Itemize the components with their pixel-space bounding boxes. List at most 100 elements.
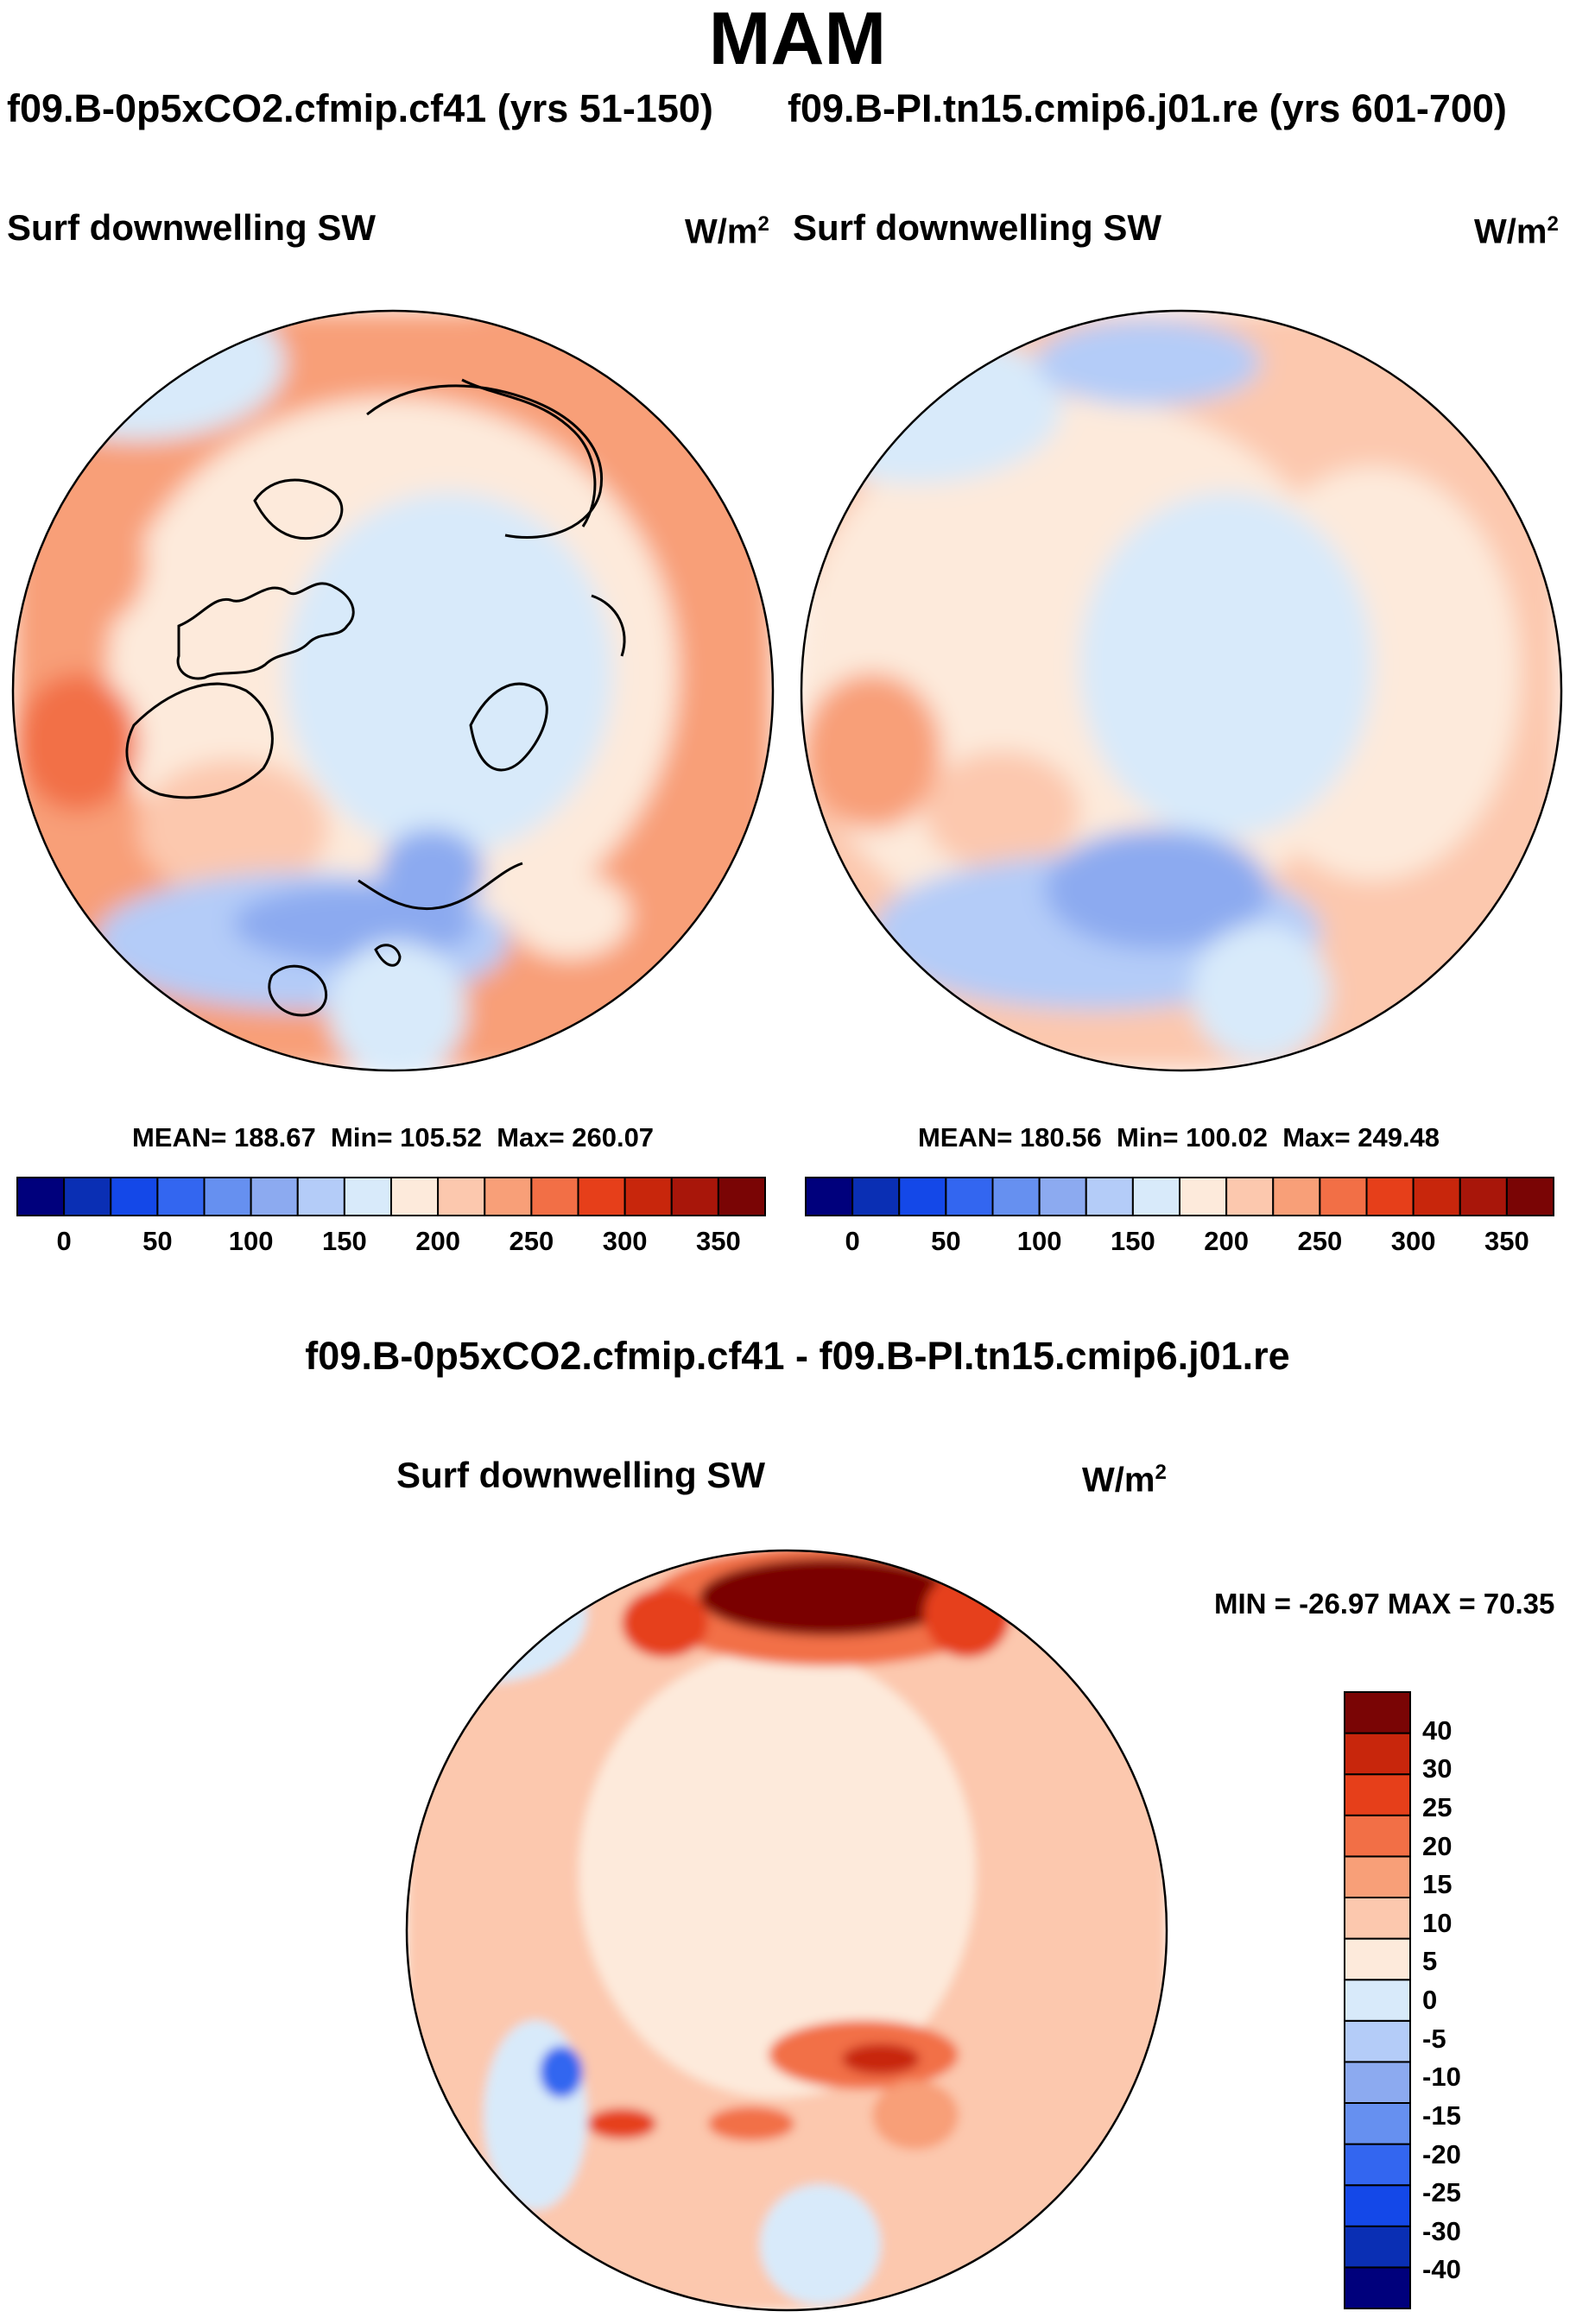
colorbar-swatch [991,1177,1041,1216]
colorbar-swatch [296,1177,345,1216]
colorbar-tick-label: 250 [509,1226,554,1256]
colorbar-tick-label: -15 [1422,2100,1461,2131]
colorbar-swatch [1319,1177,1368,1216]
colorbar-swatch [1038,1177,1087,1216]
panel-1-units: W/m2 [685,212,769,251]
colorbar-tick-label: 150 [322,1226,367,1256]
mean-value: 188.67 [233,1122,316,1153]
mean-value: 180.56 [1019,1122,1102,1153]
colorbar-swatch [110,1177,159,1216]
panel-2-units: W/m2 [1474,212,1559,251]
min-value: 105.52 [400,1122,482,1153]
colorbar-swatch [1344,1691,1411,1734]
colorbar-swatch [1225,1177,1275,1216]
difference-title: f09.B-0p5xCO2.cfmip.cf41 - f09.B-PI.tn15… [305,1334,1290,1378]
colorbar-swatch [1505,1177,1554,1216]
max-value: 249.48 [1358,1122,1440,1153]
colorbar-tick-label: 20 [1422,1830,1453,1861]
colorbar-tick-label: 350 [1484,1226,1529,1256]
map-panel-difference [405,1549,1168,2312]
colorbar-swatch [203,1177,252,1216]
colorbar-swatch [1344,2184,1411,2227]
colorbar-swatch [156,1177,206,1216]
colorbar-tick-label: 15 [1422,1869,1453,1900]
colorbar-swatch [1344,1814,1411,1858]
colorbar-swatch [805,1177,854,1216]
colorbar-swatch [437,1177,486,1216]
colorbar-tick-label: 350 [696,1226,741,1256]
colorbar-swatch [484,1177,533,1216]
colorbar-panel-1 [16,1177,766,1216]
colorbar-swatch [1344,2266,1411,2309]
colorbar-swatch [717,1177,766,1216]
colorbar-swatch [1344,2225,1411,2269]
colorbar-tick-label: -5 [1422,2023,1446,2054]
colorbar-swatch [343,1177,392,1216]
colorbar-swatch [530,1177,579,1216]
panel-1-variable-label: Surf downwelling SW [7,207,376,248]
colorbar-swatch [1344,2019,1411,2063]
colorbar-tick-label: 25 [1422,1791,1453,1822]
colorbar-tick-label: 300 [602,1226,648,1256]
colorbar-tick-label: -25 [1422,2177,1461,2208]
colorbar-swatch [1344,2061,1411,2104]
colorbar-swatch [390,1177,440,1216]
colorbar-tick-label: 300 [1390,1226,1436,1256]
colorbar-swatch [1344,1855,1411,1898]
map-panel-1 [11,309,775,1072]
colorbar-swatch [1085,1177,1134,1216]
colorbar-tick-label: 0 [845,1226,860,1256]
colorbar-tick-label: 0 [56,1226,72,1256]
difference-variable-label: Surf downwelling SW [396,1455,765,1495]
page-title: MAM [708,0,887,80]
max-value: 260.07 [572,1122,655,1153]
colorbar-tick-label: 50 [931,1226,961,1256]
colorbar-tick-label: 50 [142,1226,173,1256]
colorbar-swatch [670,1177,719,1216]
panel-1-stats: MEAN= 188.67 Min= 105.52 Max= 260.07 [131,1122,655,1153]
colorbar-swatch [851,1177,901,1216]
colorbar-swatch [1344,2102,1411,2145]
colorbar-tick-label: -30 [1422,2215,1461,2246]
colorbar-swatch [1412,1177,1461,1216]
difference-units: W/m2 [1082,1461,1167,1500]
panel-1-case-title: f09.B-0p5xCO2.cfmip.cf41 (yrs 51-150) [7,86,713,130]
units-exponent: 2 [1547,212,1559,236]
colorbar-tick-label: 100 [228,1226,274,1256]
colorbar-tick-label: 200 [1204,1226,1249,1256]
colorbar-tick-label: 30 [1422,1753,1453,1784]
colorbar-tick-label: 250 [1297,1226,1343,1256]
min-value: 100.02 [1186,1122,1268,1153]
colorbar-swatch [898,1177,947,1216]
colorbar-tick-label: 150 [1111,1226,1155,1256]
panel-2-case-title: f09.B-PI.tn15.cmip6.j01.re (yrs 601-700) [788,86,1507,130]
colorbar-swatch [1344,1773,1411,1816]
colorbar-tick-label: 10 [1422,1907,1453,1938]
colorbar-tick-label: 100 [1016,1226,1062,1256]
difference-minmax: MIN = -26.97 MAX = 70.35 [1214,1588,1555,1620]
colorbar-swatch [623,1177,673,1216]
colorbar-swatch [1344,1979,1411,2022]
colorbar-swatch [1344,1732,1411,1776]
colorbar-tick-label: 0 [1422,1985,1438,2015]
colorbar-tick-label: -40 [1422,2254,1461,2285]
colorbar-swatch [63,1177,112,1216]
colorbar-tick-label: -10 [1422,2062,1461,2093]
colorbar-swatch [16,1177,66,1216]
units-exponent: 2 [757,212,769,236]
colorbar-swatch [1344,1897,1411,1940]
panel-2-variable-label: Surf downwelling SW [793,207,1161,248]
colorbar-swatch [250,1177,299,1216]
colorbar-swatch [1459,1177,1508,1216]
panel-2-stats: MEAN= 180.56 Min= 100.02 Max= 249.48 [917,1122,1440,1153]
map-panel-2 [800,309,1563,1072]
colorbar-tick-label: 200 [415,1226,460,1256]
colorbar-swatch [1344,1937,1411,1981]
colorbar-swatch [945,1177,994,1216]
colorbar-swatch [1131,1177,1180,1216]
colorbar-difference [1344,1691,1411,2309]
colorbar-swatch [1344,2143,1411,2187]
colorbar-tick-label: -20 [1422,2138,1461,2169]
units-exponent: 2 [1155,1461,1167,1484]
